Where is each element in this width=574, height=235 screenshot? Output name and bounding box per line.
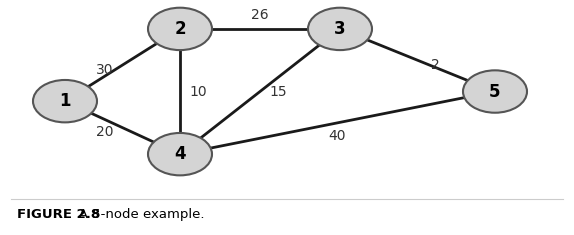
Text: 4: 4 (174, 145, 186, 163)
Ellipse shape (463, 70, 527, 113)
Text: 2: 2 (174, 20, 186, 38)
Ellipse shape (148, 133, 212, 175)
Text: 2: 2 (431, 58, 440, 72)
Text: 30: 30 (96, 63, 113, 77)
Text: 10: 10 (189, 85, 207, 98)
Text: 26: 26 (251, 8, 269, 22)
Text: 40: 40 (329, 129, 346, 143)
Text: 15: 15 (269, 85, 287, 98)
Ellipse shape (148, 8, 212, 50)
Text: 5: 5 (489, 82, 501, 101)
Text: 20: 20 (96, 125, 113, 140)
Text: 1: 1 (59, 92, 71, 110)
Ellipse shape (33, 80, 97, 122)
Text: A 5-node example.: A 5-node example. (66, 208, 204, 221)
Ellipse shape (308, 8, 372, 50)
Text: 3: 3 (334, 20, 346, 38)
Text: FIGURE 2.8: FIGURE 2.8 (17, 208, 100, 221)
